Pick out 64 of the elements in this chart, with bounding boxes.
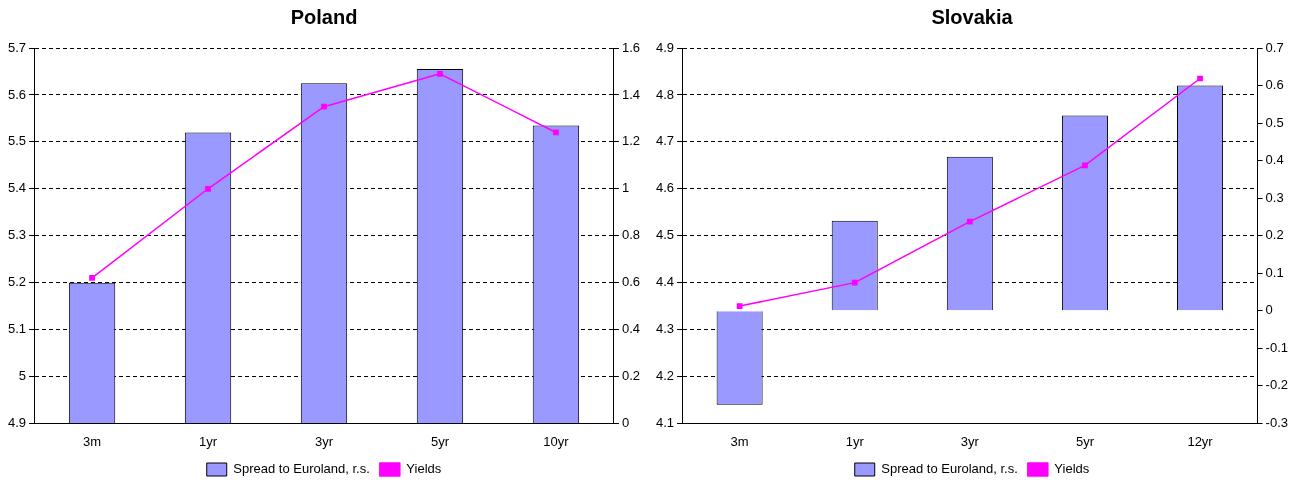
y-tick-label: 5.3 <box>7 227 27 243</box>
y2-tick-label: 0.4 <box>621 321 641 337</box>
legend-label: Spread to Euroland, r.s. <box>233 461 370 477</box>
y-tick-label: 4.9 <box>655 39 675 55</box>
y2-tick-label: 0.3 <box>1265 189 1284 205</box>
point <box>1082 162 1088 169</box>
x-tick-label: 3yr <box>960 433 980 449</box>
y2-tick-label: -0.2 <box>1265 377 1289 393</box>
point <box>205 185 211 192</box>
x-tick-label: 12yr <box>1187 433 1214 449</box>
y2-tick-label: 0.6 <box>1265 77 1284 93</box>
point <box>437 70 443 77</box>
legend-label: Yields <box>1054 461 1090 477</box>
y2-tick-label: 0.6 <box>621 274 641 290</box>
point <box>553 129 559 136</box>
y2-tick-label: 0.5 <box>1265 114 1284 130</box>
point <box>966 218 973 225</box>
y-tick-label: 5.7 <box>7 39 27 55</box>
y-tick-label: 5.4 <box>7 180 27 196</box>
y-tick-label: 4.8 <box>655 86 675 102</box>
y2-tick-label: -0.1 <box>1265 339 1289 355</box>
chart-title: Slovakia <box>931 5 1014 28</box>
x-tick-label: 5yr <box>430 433 450 449</box>
y2-tick-label: 0.4 <box>1265 152 1284 168</box>
y2-tick-label: 0.7 <box>1265 39 1284 55</box>
point <box>321 103 327 110</box>
point <box>736 303 743 309</box>
y-tick-label: 4.6 <box>655 180 675 196</box>
y2-tick-label: 0.2 <box>621 368 641 384</box>
y-tick-label: 5.1 <box>7 321 27 337</box>
y2-tick-label: -0.3 <box>1265 414 1289 430</box>
x-tick-label: 5yr <box>1075 433 1095 449</box>
y2-tick-label: 1.2 <box>621 133 641 149</box>
legend-label: Yields <box>406 461 442 477</box>
y2-tick-label: 0.8 <box>621 227 641 243</box>
point <box>851 279 858 286</box>
y-tick-label: 5.6 <box>7 86 27 102</box>
point <box>1197 75 1203 82</box>
y2-tick-label: 0 <box>621 414 630 430</box>
y-tick-label: 5 <box>18 368 27 384</box>
x-tick-label: 3yr <box>314 433 334 449</box>
y-tick-label: 4.4 <box>655 274 675 290</box>
legend-label: Spread to Euroland, r.s. <box>881 461 1018 477</box>
y2-tick-label: 1 <box>621 180 630 196</box>
y-tick-label: 4.5 <box>655 227 675 243</box>
point <box>89 275 95 281</box>
chart-title: Poland <box>290 5 358 28</box>
x-tick-label: 3m <box>730 433 749 449</box>
y2-tick-label: 0.2 <box>1265 227 1284 243</box>
y-tick-label: 4.1 <box>655 414 675 430</box>
y-tick-label: 4.9 <box>7 414 27 430</box>
y2-tick-label: 0 <box>1265 302 1273 318</box>
x-tick-label: 10yr <box>543 433 570 449</box>
x-tick-label: 3m <box>83 433 102 449</box>
x-tick-label: 1yr <box>199 433 218 449</box>
y-tick-label: 4.2 <box>655 368 675 384</box>
y-tick-label: 5.5 <box>7 133 27 149</box>
y2-tick-label: 1.4 <box>621 86 641 102</box>
y2-tick-label: 1.6 <box>621 39 641 55</box>
y-tick-label: 4.3 <box>655 321 675 337</box>
y-tick-label: 5.2 <box>7 274 27 290</box>
y-tick-label: 4.7 <box>655 133 675 149</box>
x-tick-label: 1yr <box>845 433 865 449</box>
y2-tick-label: 0.1 <box>1265 264 1284 280</box>
